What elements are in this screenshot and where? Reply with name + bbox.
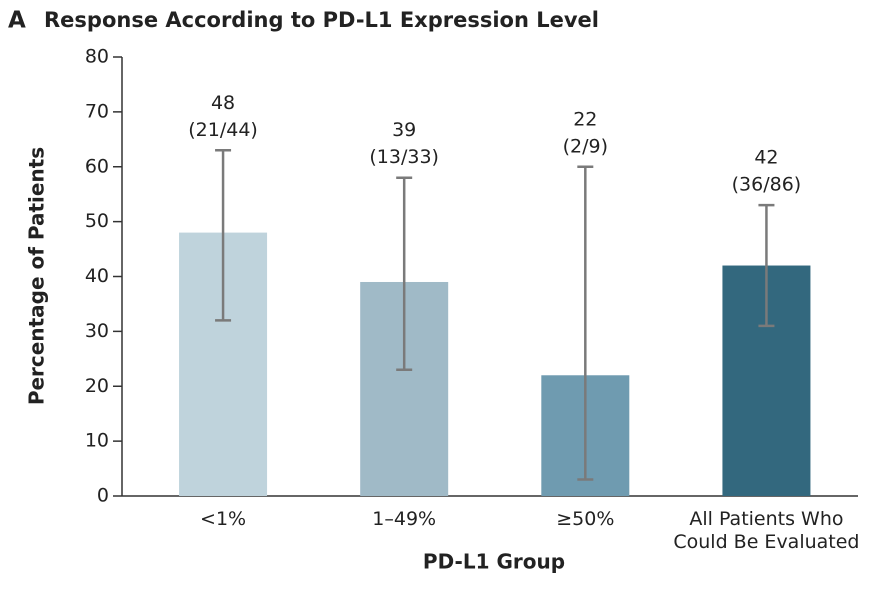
fraction-label: (36/86) [732,174,802,196]
y-tick-label: 80 [85,46,109,68]
y-tick-label: 40 [85,265,109,287]
fraction-label: (13/33) [369,146,439,168]
y-tick-label: 70 [85,100,109,122]
value-label: 48 [211,92,235,114]
x-axis-label: PD-L1 Group [423,550,565,574]
y-axis-label: Percentage of Patients [25,147,49,405]
chart-title: Response According to PD-L1 Expression L… [44,8,599,32]
value-label: 39 [392,119,416,141]
value-label: 42 [754,147,778,169]
x-tick-label: ≥50% [556,508,615,530]
y-tick-label: 60 [85,155,109,177]
y-tick-label: 30 [85,320,109,342]
fraction-label: (21/44) [188,119,258,141]
panel-label: A [8,8,26,34]
y-tick-label: 0 [97,485,109,507]
value-label: 22 [573,108,597,130]
x-tick-label: 1–49% [372,508,437,530]
x-tick-label: All Patients Who Could Be Evaluated [673,508,860,553]
y-tick-label: 20 [85,375,109,397]
y-tick-label: 10 [85,430,109,452]
y-tick-label: 50 [85,210,109,232]
x-tick-label: <1% [200,508,247,530]
fraction-label: (2/9) [563,135,608,157]
